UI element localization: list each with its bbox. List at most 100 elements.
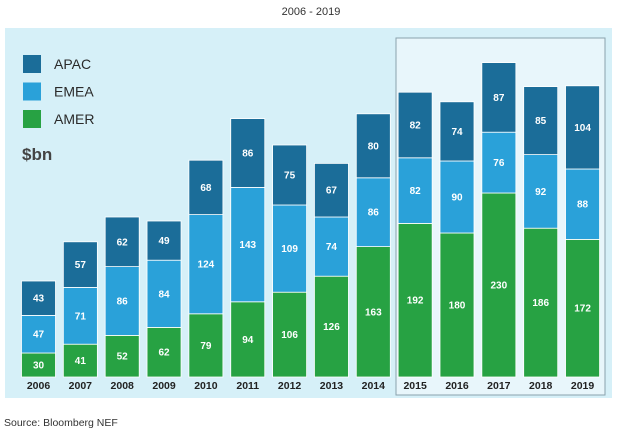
data-label-emea-2011: 143 (239, 240, 256, 251)
bar-apac-2008 (104, 216, 140, 267)
bar-amer-2019 (565, 238, 600, 378)
bar-emea-2007 (62, 286, 98, 345)
bar-emea-2006 (21, 314, 56, 354)
bar-apac-2017 (481, 62, 517, 133)
bar-emea-2017 (481, 131, 517, 194)
data-label-amer-2014: 163 (365, 307, 382, 318)
bar-emea-2019 (565, 168, 600, 240)
bar-apac-2019 (565, 85, 600, 170)
unit-label: $bn (22, 145, 52, 164)
bar-amer-2015 (397, 222, 433, 378)
data-label-amer-2007: 41 (75, 356, 87, 367)
x-tick-2014: 2014 (362, 380, 386, 392)
bar-apac-2014 (355, 113, 391, 179)
data-label-amer-2013: 126 (323, 322, 340, 333)
data-label-emea-2015: 82 (410, 186, 422, 197)
x-axis-tick-labels: 2006 2007 2008 2009 2010 2011 2012 2013 2014 2015… (27, 380, 595, 392)
bar-apac-2013 (314, 162, 349, 218)
legend-swatch-apac (23, 55, 41, 73)
bar-apac-2011 (230, 118, 266, 188)
x-tick-2010: 2010 (194, 380, 218, 392)
data-label-apac-2015: 82 (410, 121, 422, 132)
bar-emea-2014 (355, 177, 391, 248)
data-label-amer-2006: 30 (33, 361, 45, 372)
data-label-amer-2008: 52 (117, 352, 129, 363)
data-label-emea-2009: 84 (158, 289, 170, 300)
data-label-apac-2009: 49 (158, 236, 170, 247)
bar-amer-2013 (314, 275, 349, 378)
bar-amer-2007 (62, 343, 98, 378)
x-tick-2009: 2009 (152, 380, 176, 392)
bar-amer-2016 (439, 232, 475, 378)
data-label-amer-2017: 230 (491, 281, 508, 292)
data-label-apac-2014: 80 (368, 141, 380, 152)
bar-emea-2016 (439, 160, 475, 234)
data-label-apac-2010: 68 (200, 183, 212, 194)
data-label-apac-2018: 85 (535, 116, 547, 127)
legend-label-apac: APAC (54, 56, 91, 72)
bar-apac-2015 (397, 91, 433, 159)
data-label-emea-2007: 71 (75, 311, 87, 322)
bar-emea-2010 (188, 214, 224, 315)
data-label-emea-2016: 90 (451, 193, 463, 204)
data-label-emea-2012: 109 (281, 244, 298, 255)
data-label-emea-2013: 74 (326, 242, 338, 253)
bar-emea-2012 (272, 204, 308, 293)
bar-amer-2011 (230, 301, 266, 378)
x-tick-2006: 2006 (27, 380, 51, 392)
legend-swatch-amer (23, 110, 41, 128)
data-label-apac-2012: 75 (284, 171, 296, 182)
legend-label-emea: EMEA (54, 84, 94, 100)
bar-apac-2010 (188, 159, 224, 215)
data-label-emea-2017: 76 (493, 158, 505, 169)
data-label-emea-2010: 124 (198, 260, 215, 271)
chart-title: 2006 - 2019 (282, 6, 341, 18)
data-label-amer-2019: 172 (574, 304, 591, 315)
bars-group: 30 47 43 41 71 57 52 86 62 62 84 49 79 124 68 94 143 86 10… (21, 62, 600, 378)
bar-apac-2012 (272, 144, 308, 206)
x-tick-2019: 2019 (571, 380, 595, 392)
bar-amer-2012 (272, 291, 308, 378)
x-tick-2008: 2008 (111, 380, 135, 392)
x-tick-2013: 2013 (320, 380, 344, 392)
data-label-emea-2018: 92 (535, 187, 547, 198)
bar-emea-2008 (104, 266, 140, 336)
bar-apac-2007 (62, 241, 98, 288)
data-label-amer-2010: 79 (200, 341, 212, 352)
bar-emea-2013 (314, 216, 349, 277)
x-tick-2016: 2016 (445, 380, 469, 392)
data-label-apac-2006: 43 (33, 294, 45, 305)
data-label-amer-2018: 186 (532, 298, 549, 309)
data-label-emea-2006: 47 (33, 330, 45, 341)
bar-apac-2006 (21, 280, 56, 316)
source-note: Source: Bloomberg NEF (4, 417, 118, 429)
bar-apac-2009 (146, 220, 182, 261)
data-label-apac-2011: 86 (242, 149, 254, 160)
data-label-amer-2016: 180 (449, 301, 466, 312)
x-tick-2018: 2018 (529, 380, 553, 392)
data-label-apac-2007: 57 (75, 260, 87, 271)
bar-amer-2017 (481, 192, 517, 378)
data-label-amer-2011: 94 (242, 335, 254, 346)
data-label-amer-2012: 106 (281, 330, 298, 341)
legend: APAC EMEA AMER (23, 55, 94, 128)
bar-emea-2009 (146, 259, 182, 328)
data-label-apac-2017: 87 (493, 93, 505, 104)
bar-apac-2016 (439, 101, 475, 162)
x-tick-2011: 2011 (236, 380, 259, 392)
data-label-amer-2009: 62 (158, 348, 170, 359)
x-tick-2012: 2012 (278, 380, 302, 392)
bar-amer-2009 (146, 326, 182, 378)
data-label-apac-2016: 74 (451, 127, 463, 138)
x-tick-2007: 2007 (69, 380, 93, 392)
data-label-emea-2008: 86 (117, 297, 129, 308)
x-tick-2017: 2017 (487, 380, 511, 392)
bar-amer-2010 (188, 313, 224, 378)
data-label-emea-2014: 86 (368, 208, 380, 219)
legend-label-amer: AMER (54, 111, 94, 127)
data-label-amer-2015: 192 (407, 296, 424, 307)
data-label-apac-2008: 62 (117, 237, 129, 248)
bar-emea-2018 (523, 154, 559, 229)
bar-emea-2011 (230, 186, 266, 303)
